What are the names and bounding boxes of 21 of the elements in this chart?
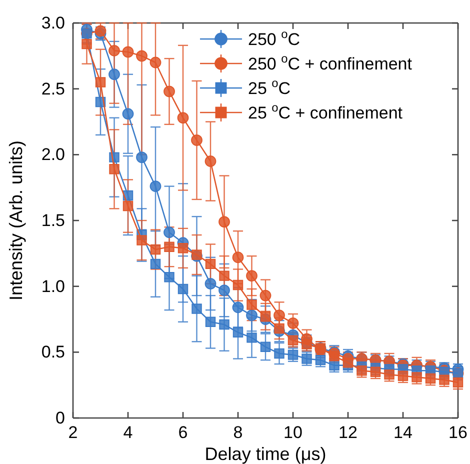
x-tick-label: 8 <box>233 423 243 442</box>
legend-label: 250 $^{o}$C + confinement <box>248 52 412 74</box>
x-tick-label: 2 <box>68 423 78 442</box>
x-tick-label: 16 <box>448 423 468 442</box>
y-tick-label: 0.5 <box>41 342 65 362</box>
y-tick-label: 0 <box>56 408 65 428</box>
legend-label: 250 $^{o}$C <box>248 27 300 49</box>
y-tick-label: 2.0 <box>41 145 65 164</box>
x-tick-label: 14 <box>394 423 412 442</box>
legend-label: 25 $^{o}$C + confinement <box>248 100 403 122</box>
x-tick-label: 4 <box>123 423 133 442</box>
x-tick-label: 6 <box>178 423 188 442</box>
x-tick-label: 12 <box>338 423 358 442</box>
legend-label: 25 $^{o}$C <box>248 76 291 98</box>
x-tick-label: 10 <box>284 423 302 442</box>
y-tick-label: 3.0 <box>41 13 65 32</box>
y-tick-label: 1.0 <box>41 276 65 296</box>
y-axis-title: Intensity (Arb. units) <box>6 140 26 301</box>
y-tick-label: 1.5 <box>41 210 65 230</box>
x-axis-title: Delay time (μs) <box>204 444 326 464</box>
y-tick-label: 2.5 <box>41 79 65 98</box>
